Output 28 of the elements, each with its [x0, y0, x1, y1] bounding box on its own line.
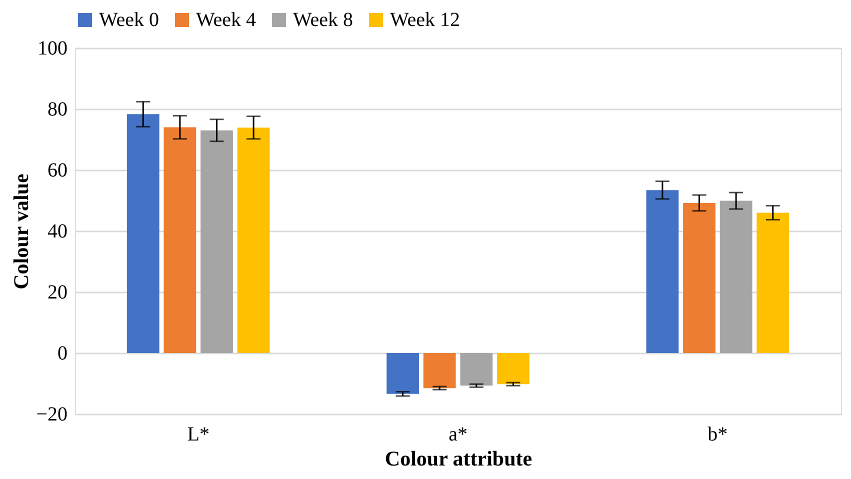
x-tick-label: L* — [187, 424, 210, 446]
bar — [237, 128, 270, 353]
y-tick-label: −20 — [36, 404, 68, 426]
bar — [386, 353, 419, 394]
bar — [423, 353, 456, 388]
bar — [646, 190, 679, 353]
y-tick-label: 80 — [48, 98, 68, 120]
bar — [164, 127, 196, 353]
legend-label: Week 4 — [196, 9, 256, 31]
y-tick-label: 60 — [48, 160, 68, 182]
y-axis-title: Colour value — [9, 174, 34, 290]
bar — [683, 202, 716, 353]
y-tick-label: 0 — [58, 342, 68, 364]
y-tick-label: 40 — [48, 220, 68, 242]
x-axis-title: Colour attribute — [384, 446, 532, 470]
bar — [460, 353, 493, 386]
y-tick-label: 20 — [48, 282, 68, 304]
legend-label: Week 12 — [390, 9, 460, 31]
bar — [720, 200, 752, 353]
x-tick-label: b* — [708, 424, 728, 446]
bar — [756, 212, 790, 353]
bar — [126, 114, 160, 353]
bar — [200, 130, 233, 353]
x-tick-label: a* — [448, 424, 468, 446]
legend-label: Week 0 — [99, 9, 160, 31]
legend-label: Week 8 — [293, 9, 354, 31]
y-tick-label: 100 — [38, 38, 68, 60]
bar — [497, 353, 530, 384]
